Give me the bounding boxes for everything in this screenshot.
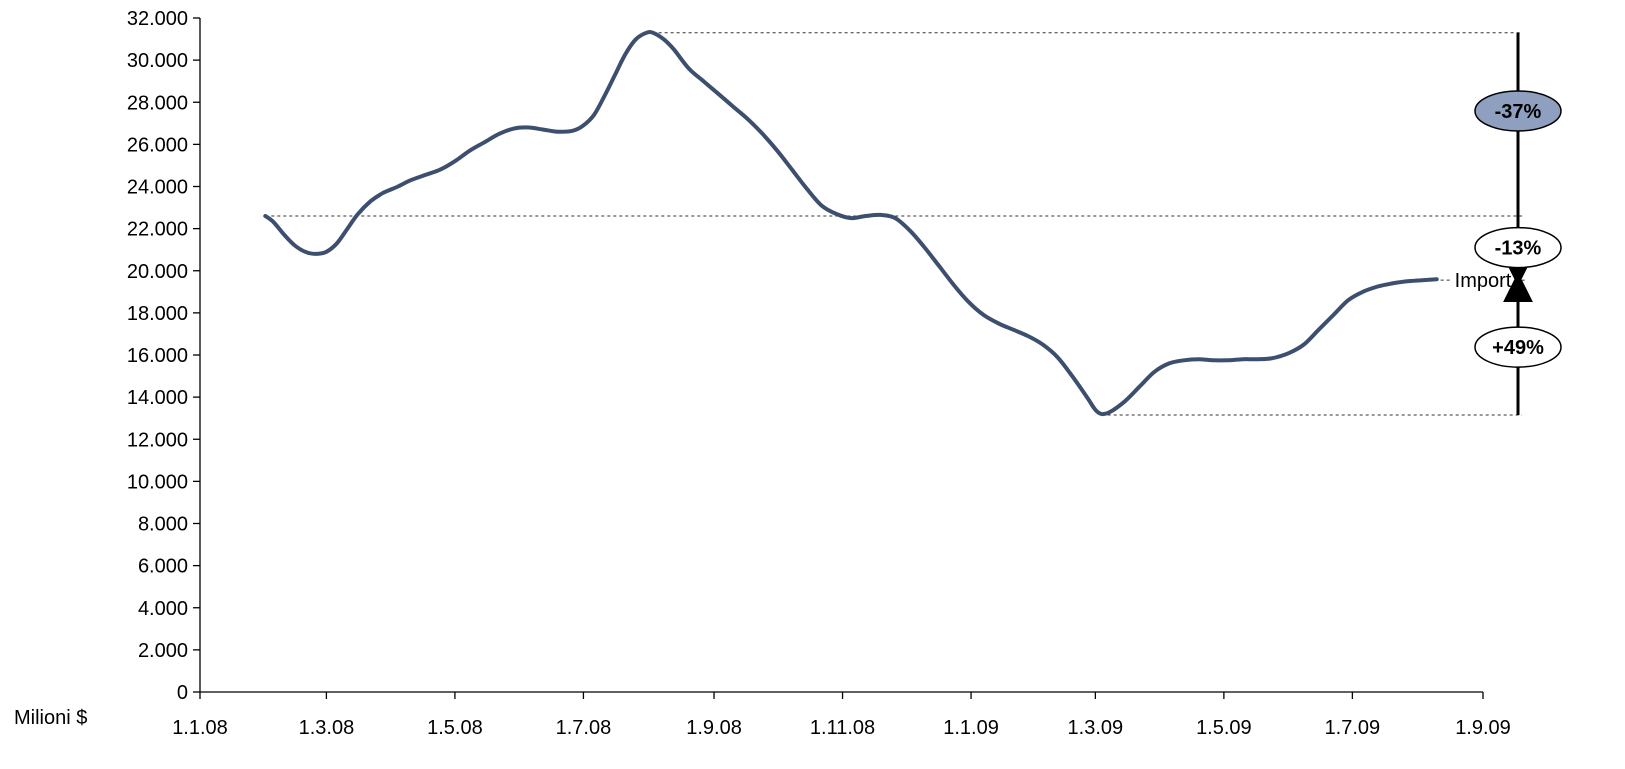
change-percent-label: +49% [1492,337,1544,359]
axes [199,18,1483,693]
y-tick-label: 6.000 [138,556,188,578]
series-line-import [263,29,1439,417]
change-percent-label: -13% [1495,238,1542,260]
y-tick-label: 26.000 [127,134,188,156]
y-axis-unit-label: Milioni $ [14,707,87,729]
change-percent-label: -37% [1495,101,1542,123]
change-bubble [1474,226,1562,269]
x-tick-label: 1.3.09 [1068,717,1124,739]
x-tick-label: 1.5.08 [427,717,483,739]
change-bubble [1474,90,1562,132]
x-tick-label: 1.7.08 [556,717,612,739]
change-bubble [1474,326,1562,368]
y-tick-label: 28.000 [127,92,188,114]
y-tick-label: 2.000 [138,640,188,662]
x-tick-label: 1.9.08 [686,717,742,739]
y-tick-label: 20.000 [127,261,188,283]
y-tick-label: 14.000 [127,387,188,409]
y-tick-label: 18.000 [127,303,188,325]
y-tick-label: 4.000 [138,598,188,620]
y-tick-label: 0 [177,682,188,704]
series-group: Import [263,29,1525,417]
y-tick-label: 22.000 [127,219,188,241]
y-tick-label: 16.000 [127,345,188,367]
x-tick-label: 1.1.08 [172,717,228,739]
x-tick-label: 1.3.08 [299,717,355,739]
x-tick-label: 1.1.09 [943,717,999,739]
x-tick-label: 1.7.09 [1325,717,1381,739]
change-arrows: -37% -13% +49% [1474,32,1562,416]
y-tick-label: 8.000 [138,514,188,536]
y-tick-label: 10.000 [127,471,188,493]
reference-lines [265,32,1522,416]
x-tick-label: 1.11.08 [810,717,875,739]
x-tick-label: 1.5.09 [1196,717,1252,739]
x-tick-label: 1.9.09 [1455,717,1511,739]
y-tick-label: 24.000 [127,177,188,199]
y-tick-label: 12.000 [127,429,188,451]
series-label-import: Import [1455,270,1512,292]
y-tick-label: 32.000 [127,8,188,30]
y-tick-label: 30.000 [127,50,188,72]
x-ticks: 1.1.08 1.3.08 1.5.08 1.7.08 1.9.08 1.11.08 1.1… [172,692,1511,739]
y-ticks: 0 2.000 4.000 6.000 8.000 10.000 12.000 14.000 1… [127,8,200,704]
